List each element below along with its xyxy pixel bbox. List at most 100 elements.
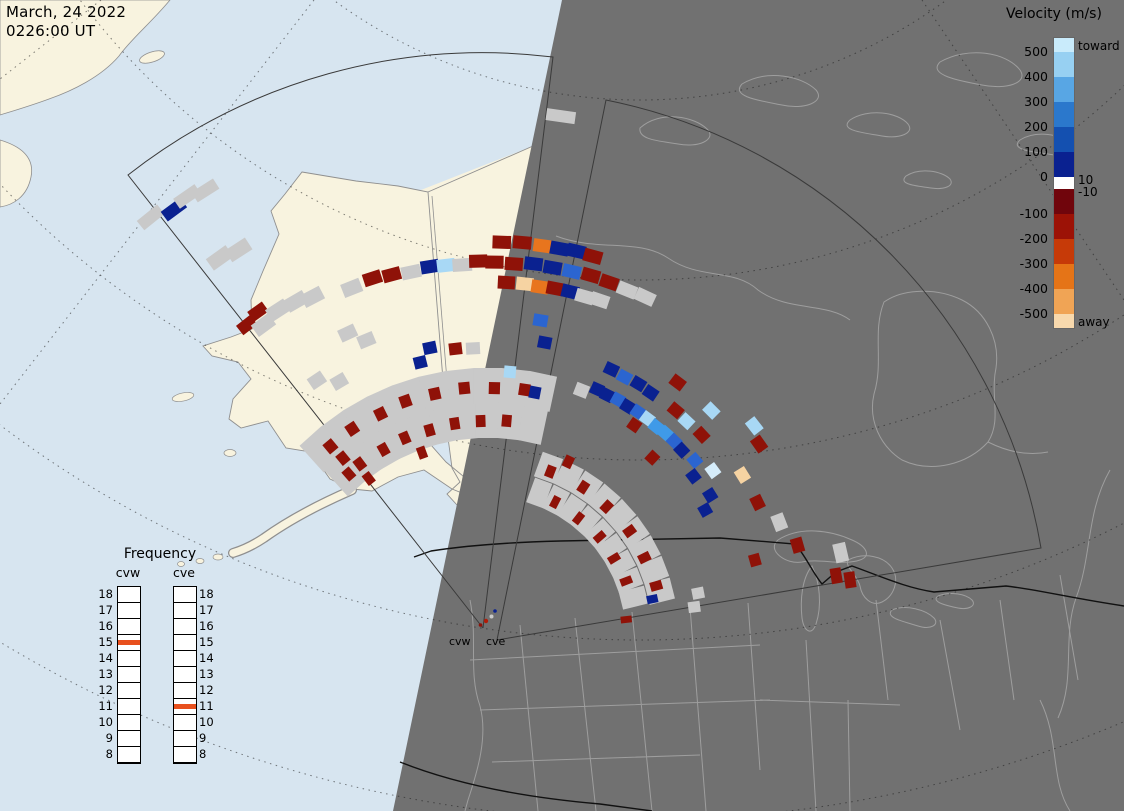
bc-day-coastline	[446, 429, 461, 506]
vel-tick-label: -400	[1019, 281, 1048, 296]
velocity-cell	[666, 401, 685, 420]
freq-active-marker	[118, 640, 140, 645]
bc-night-coastline	[464, 599, 484, 811]
vel-gap-lower-label: -10	[1078, 185, 1098, 199]
freq-cell	[174, 651, 196, 667]
freq-cell	[174, 715, 196, 731]
freq-tick-label: 8	[199, 746, 207, 761]
vel-tick-label: 300	[1024, 94, 1048, 109]
velocity-cell	[352, 456, 368, 472]
vel-gap-upper-label: 10	[1078, 173, 1094, 187]
vel-toward-label: toward	[1078, 39, 1120, 53]
freq-cell	[118, 635, 140, 651]
canada-arctic-coastline	[427, 145, 534, 193]
velocity-cell	[530, 279, 550, 295]
frequency-legend-title: Frequency	[123, 546, 197, 562]
freq-tick-label: 17	[199, 602, 214, 617]
velocity-cell	[299, 426, 345, 473]
velocity-cell	[497, 368, 530, 407]
freq-tick-label: 12	[98, 682, 113, 697]
velocity-cell	[545, 108, 577, 125]
freq-tick-label: 15	[199, 634, 214, 649]
freq-cell	[174, 683, 196, 699]
velocity-cell	[299, 285, 326, 309]
velocity-cell	[448, 342, 463, 356]
velocity-cell	[747, 552, 762, 568]
arctic-coastline	[555, 235, 851, 321]
appalachian-coast	[1039, 699, 1071, 811]
velocity-cell	[618, 585, 649, 610]
freq-cell	[174, 603, 196, 619]
velocity-cell	[337, 323, 359, 343]
russia-landmass	[0, 0, 171, 116]
velocity-cell	[415, 445, 429, 460]
velocity-cell	[637, 555, 670, 586]
vel-segment	[1054, 77, 1074, 102]
freq-tick-label: 9	[105, 730, 113, 745]
velocity-cell	[376, 441, 391, 458]
velocity-cell	[549, 240, 570, 257]
graticule-meridian	[0, 0, 315, 405]
st-lawrence-island	[171, 392, 195, 402]
freq-cell	[118, 683, 140, 699]
freq-tick-label: 15	[98, 634, 113, 649]
lake-michigan	[800, 565, 820, 632]
freq-tick-label: 18	[98, 586, 113, 601]
vel-segment	[1054, 264, 1074, 289]
velocity-cell	[615, 368, 634, 386]
velocity-cell	[686, 451, 704, 470]
velocity-cell	[626, 416, 643, 434]
velocity-cell	[606, 551, 622, 565]
velocity-cell	[668, 373, 687, 392]
velocity-cell	[452, 257, 473, 273]
radar-site-dot	[489, 614, 494, 619]
velocity-cell	[503, 365, 517, 379]
vel-segment	[1054, 52, 1074, 77]
velocity-cell	[497, 275, 516, 290]
velocity-cell	[465, 342, 481, 355]
freq-active-marker	[174, 704, 196, 709]
velocity-cell	[561, 263, 583, 280]
velocity-cell	[598, 273, 620, 292]
velocity-cell	[191, 178, 220, 203]
velocity-cell	[532, 238, 553, 254]
vel-gap-segment	[1054, 177, 1074, 189]
velocity-cell	[264, 298, 291, 323]
freq-tick-label: 17	[98, 602, 113, 617]
velocity-cell	[633, 286, 657, 307]
velocity-cell	[412, 354, 428, 370]
velocity-cell	[677, 412, 696, 431]
velocity-cell	[604, 549, 637, 578]
velocity-colorbar: 500 400 300 200 100 0 -100 -200 -300 -400 -500 towa…	[1000, 24, 1124, 344]
lake-superior	[773, 530, 867, 563]
freq-tick-label: 11	[98, 698, 113, 713]
velocity-cell	[749, 493, 766, 512]
state-boundaries	[469, 574, 1079, 811]
velocity-cell	[515, 276, 535, 292]
vel-tick-label: 400	[1024, 69, 1048, 84]
velocity-cell	[687, 600, 701, 614]
freq-tick-label: 16	[199, 618, 214, 633]
velocity-cell	[622, 523, 638, 539]
velocity-cell	[428, 386, 442, 401]
velocity-cell	[627, 535, 661, 567]
velocity-cell	[701, 487, 719, 504]
velocity-cell	[620, 615, 633, 624]
freq-tick-label: 14	[98, 650, 113, 665]
velocity-cell	[504, 256, 524, 272]
vel-segment	[1054, 189, 1074, 214]
velocity-cell	[250, 313, 277, 337]
freq-cell	[118, 747, 140, 763]
freq-column-label-cve: cve	[173, 565, 195, 580]
timestamp: March, 24 2022 0226:00 UT	[6, 3, 126, 41]
velocity-cell	[372, 405, 389, 422]
velocity-cell	[488, 381, 501, 395]
arctic-island	[846, 112, 911, 138]
velocity-cell	[341, 466, 357, 482]
velocity-cell	[594, 533, 627, 563]
velocity-cell	[523, 256, 544, 272]
freq-cell	[118, 699, 140, 715]
freq-cell	[118, 667, 140, 683]
radar-fov-outlines	[127, 52, 1042, 641]
